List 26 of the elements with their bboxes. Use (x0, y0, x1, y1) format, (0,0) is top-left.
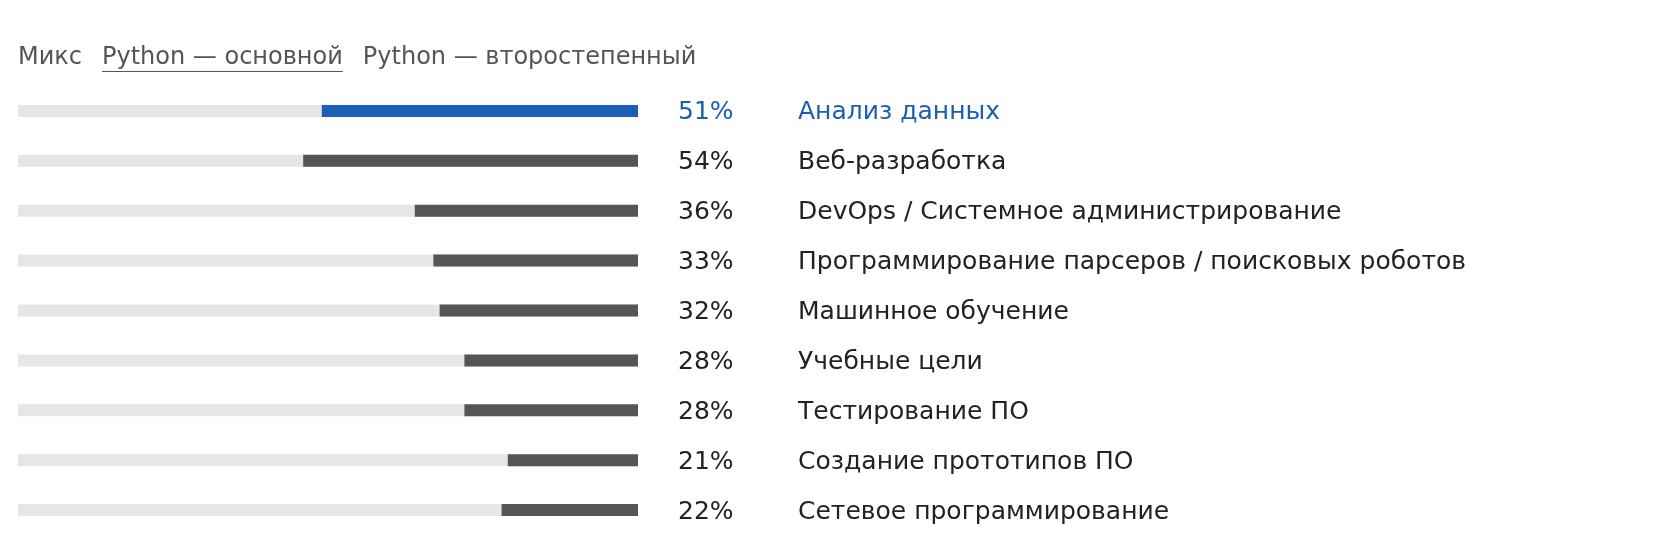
data-label: 28% (678, 345, 734, 375)
bar (501, 504, 638, 517)
data-label: 33% (678, 246, 734, 276)
text: Микс (18, 42, 82, 70)
data-label: 54% (678, 146, 734, 176)
y-tick-label: Создание прототипов ПО (798, 445, 1134, 475)
y-tick-label: Учебные цели (798, 345, 983, 375)
bar (433, 254, 638, 267)
y-tick-label: Машинное обучение (798, 296, 1069, 325)
data-label: 22% (678, 495, 734, 525)
data-label: 28% (678, 395, 734, 425)
y-tick-label: DevOps / Системное администрирование (798, 196, 1342, 226)
data-label: 36% (678, 196, 734, 226)
bar (464, 354, 638, 367)
y-tick-label: Анализ данных (798, 96, 1001, 126)
text: Python — основной (102, 42, 343, 70)
data-label: 21% (678, 445, 734, 475)
y-tick-label: Тестирование ПО (797, 395, 1029, 425)
data-label: 51% (678, 96, 734, 126)
y-tick-label: Веб-разработка (798, 146, 1007, 176)
y-tick-label: Программирование парсеров / поисковых роботов (798, 246, 1466, 276)
y-tick-label: Сетевое программирование (798, 495, 1170, 525)
bar (439, 304, 638, 317)
data-label: 32% (678, 296, 734, 325)
bar (507, 454, 638, 467)
text: Python — второстепенный (362, 42, 697, 70)
